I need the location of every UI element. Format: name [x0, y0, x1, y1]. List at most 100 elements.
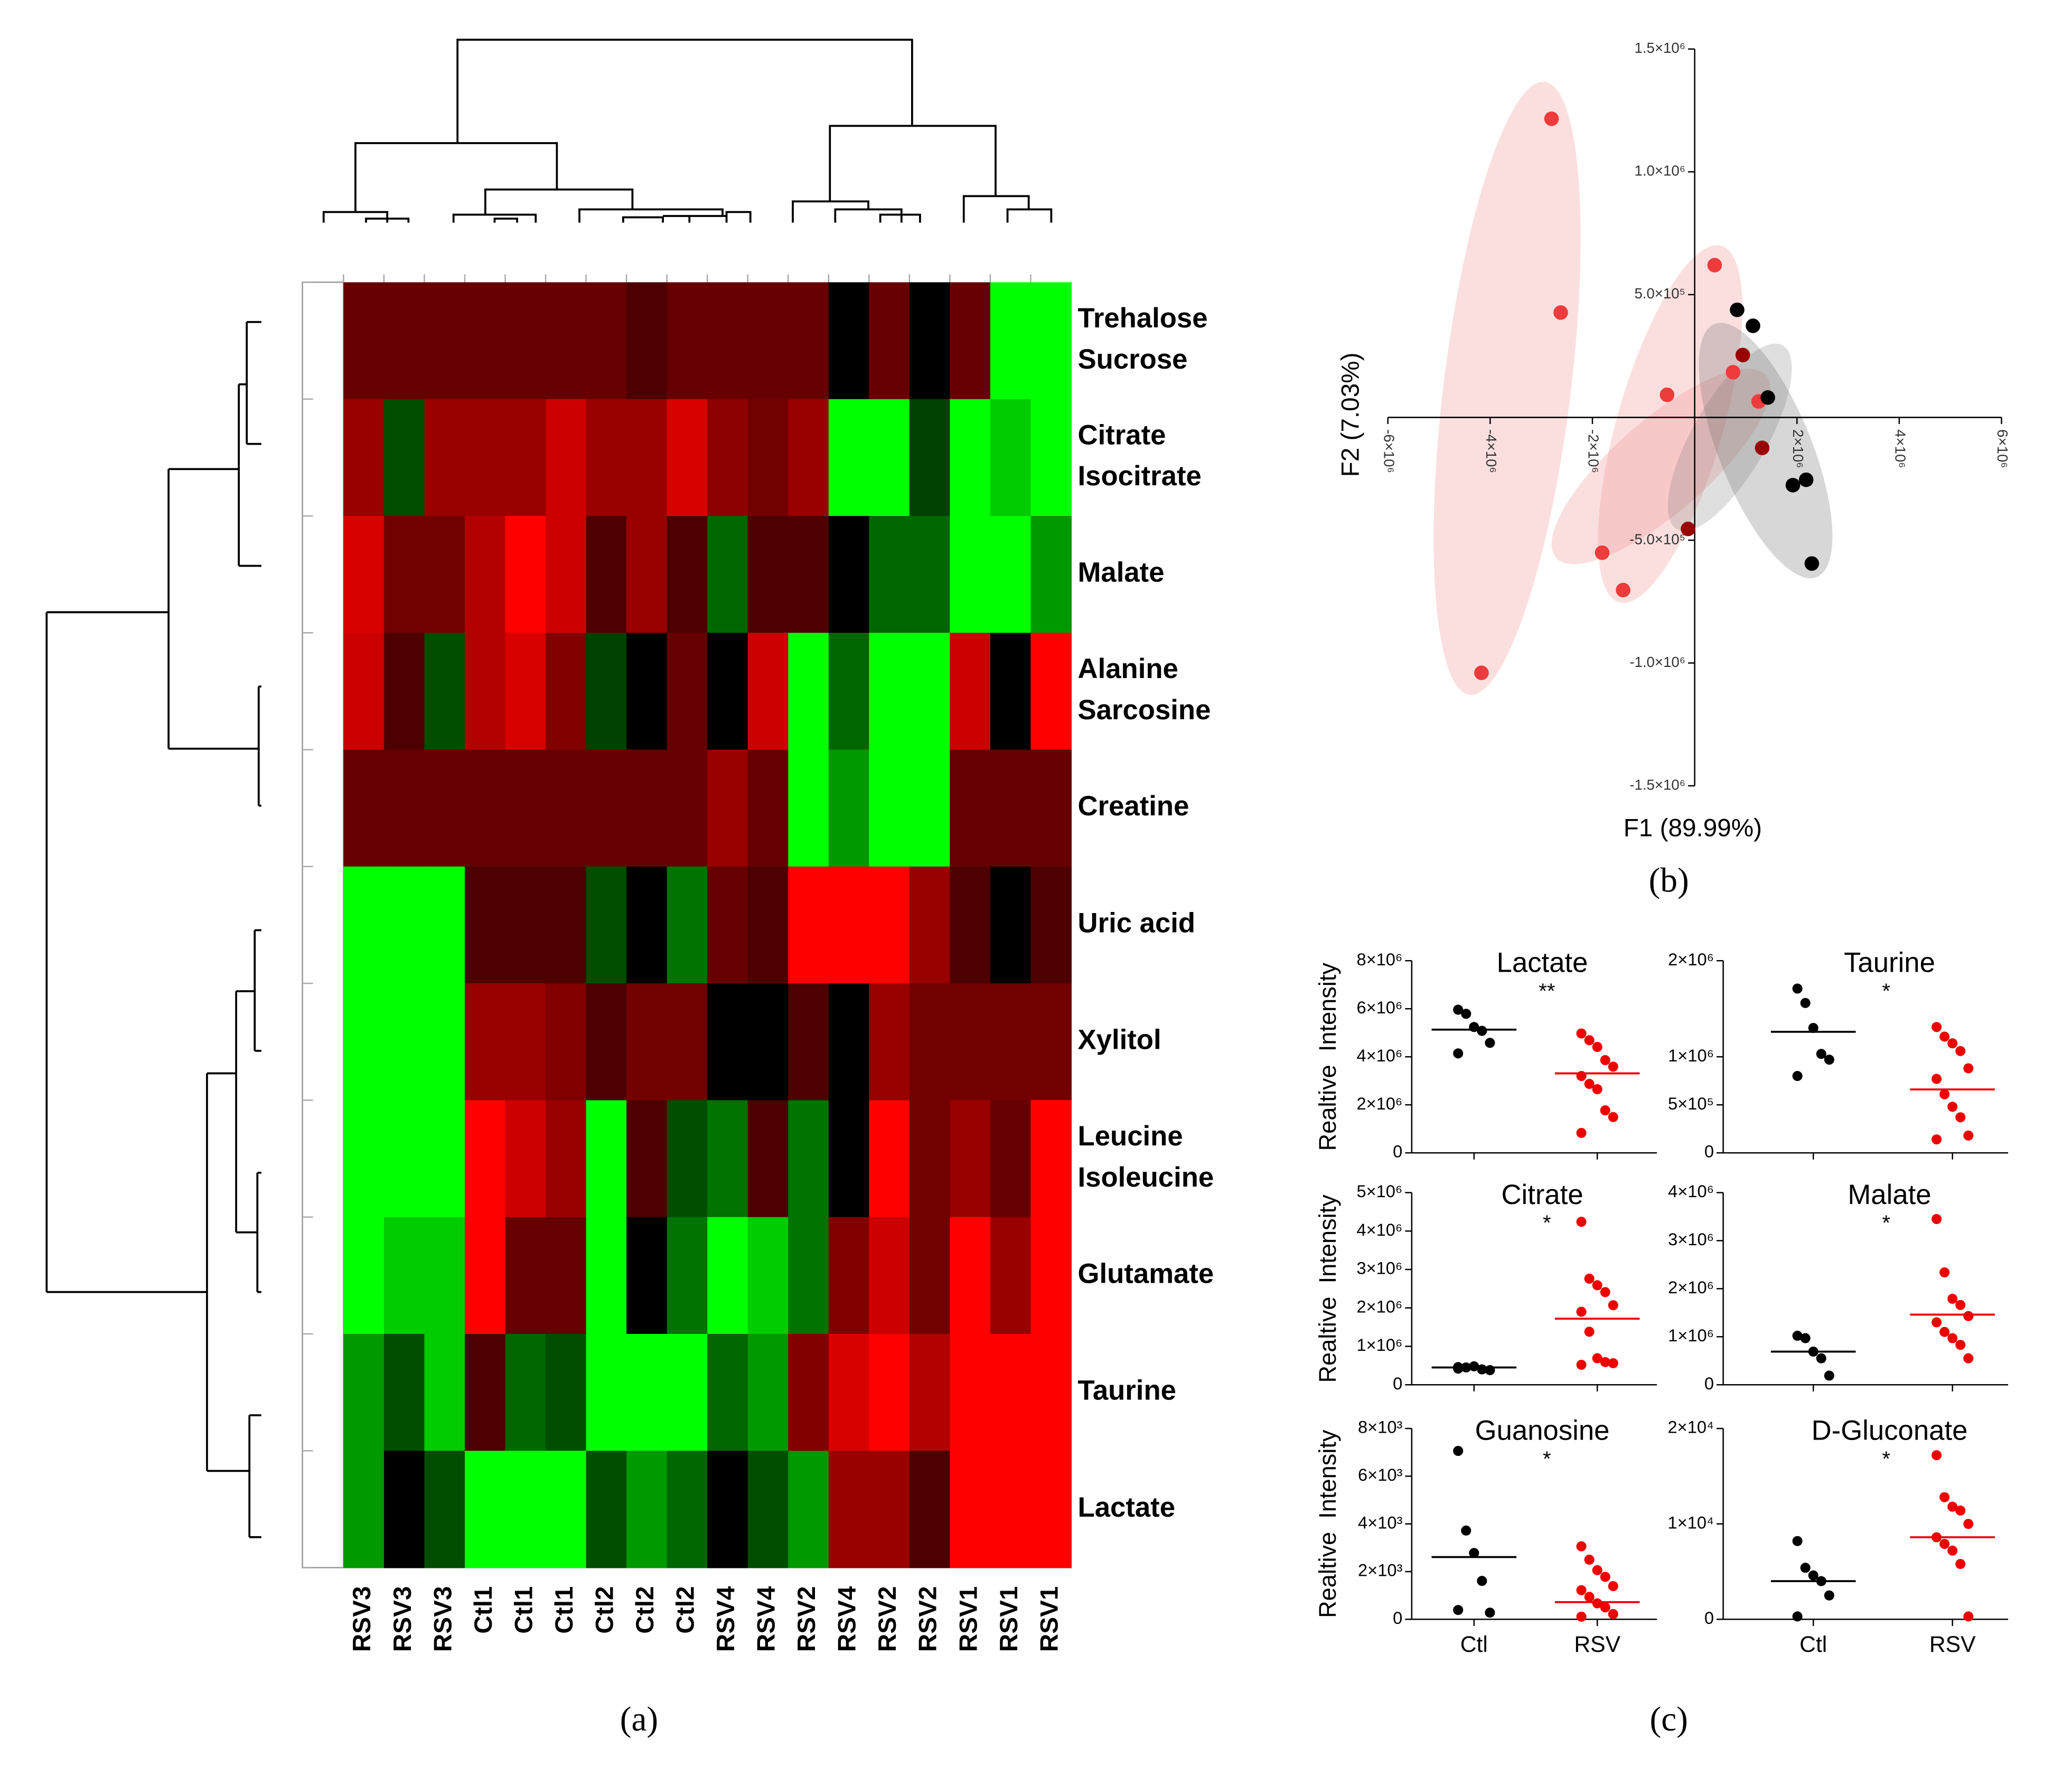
point	[1474, 665, 1489, 680]
heatmap-cell	[546, 282, 587, 400]
heatmap-cell	[505, 633, 547, 750]
y-tick-label: 0	[1393, 1374, 1402, 1393]
point	[1746, 318, 1760, 333]
heatmap-cell	[707, 633, 748, 750]
heatmap-cell	[828, 866, 870, 984]
heatmap-cell	[464, 749, 506, 867]
point	[1963, 1063, 1974, 1074]
row-dendrogram	[45, 321, 261, 1538]
x-tick-label: 6×10⁶	[1994, 429, 2011, 468]
point	[1592, 1353, 1602, 1364]
row-label: Malate	[1078, 557, 1165, 588]
heatmap-cell	[788, 1451, 829, 1568]
point	[1469, 1548, 1479, 1558]
heatmap-cell	[1030, 983, 1072, 1101]
heatmap-cell	[667, 1100, 708, 1218]
heatmap-cell	[383, 866, 425, 984]
point	[1453, 1048, 1464, 1059]
heatmap-cell	[747, 399, 789, 517]
heatmap-cell	[464, 1333, 506, 1452]
point	[1576, 1359, 1587, 1370]
heatmap-cell	[383, 282, 425, 400]
point	[1600, 1357, 1610, 1367]
point	[1947, 1102, 1958, 1112]
heatmap-cell	[869, 282, 910, 400]
heatmap-cell	[586, 983, 627, 1101]
heatmap-cell	[828, 1333, 870, 1452]
y-tick-label: 2×10⁶	[1356, 1094, 1402, 1113]
heatmap-cell	[343, 399, 385, 517]
heatmap-cell	[464, 1100, 506, 1218]
heatmap-cell	[707, 749, 748, 867]
heatmap-cell	[586, 633, 627, 750]
heatmap-cell	[505, 1333, 547, 1452]
heatmap-cell	[990, 1451, 1032, 1568]
heatmap-cell	[626, 1451, 668, 1568]
panel-title: Malate	[1848, 1179, 1931, 1210]
point	[1963, 1611, 1974, 1622]
row-label: Uric acid	[1078, 907, 1196, 938]
point	[1592, 1598, 1602, 1609]
row-label: Isoleucine	[1078, 1162, 1214, 1193]
point	[1939, 1539, 1950, 1549]
heatmap-cell	[343, 749, 385, 867]
heatmap-cell	[909, 516, 951, 634]
heatmap-cell	[383, 1100, 425, 1218]
heatmap-cell	[788, 749, 829, 867]
point	[1576, 1028, 1587, 1039]
point	[1477, 1364, 1487, 1375]
group-ellipse	[1667, 343, 1792, 531]
y-tick-label: -5.0×10⁵	[1629, 531, 1685, 547]
point	[1947, 1038, 1958, 1049]
row-label: Glutamate	[1078, 1258, 1214, 1289]
heatmap-cell	[343, 983, 385, 1101]
heatmap-cell	[950, 749, 991, 867]
heatmap-cell	[505, 399, 547, 517]
heatmap-cell	[667, 983, 708, 1101]
y-tick-label: 2×10⁴	[1668, 1417, 1714, 1437]
heatmap-cell	[828, 633, 870, 750]
column-label: RSV4	[753, 1586, 781, 1652]
heatmap-cell	[1030, 633, 1072, 750]
row-label: Alanine	[1078, 653, 1178, 684]
heatmap-cell	[586, 1217, 627, 1334]
point	[1947, 1333, 1958, 1343]
heatmap-cell	[667, 282, 708, 400]
row-label: Sarcosine	[1078, 694, 1211, 726]
column-label: RSV2	[914, 1586, 942, 1652]
heatmap-cell	[667, 633, 708, 750]
heatmap-cell	[464, 1217, 506, 1334]
panel-title: Lactate	[1497, 947, 1588, 979]
column-label: RSV1	[995, 1586, 1023, 1652]
heatmap-cell	[667, 749, 708, 867]
row-label: Creatine	[1078, 791, 1189, 822]
heatmap-cell	[950, 1100, 991, 1218]
point	[1485, 1365, 1495, 1376]
point	[1792, 1611, 1803, 1622]
y-tick-label: 5×10⁶	[1356, 1181, 1402, 1201]
point	[1955, 1505, 1966, 1516]
heatmap-cell	[869, 749, 910, 867]
heatmap-cell	[869, 1451, 910, 1568]
heatmap-cell	[747, 1100, 789, 1218]
y-tick-label: 8×10⁶	[1356, 949, 1402, 969]
point	[1576, 1127, 1587, 1138]
heatmap-cell	[586, 749, 627, 867]
heatmap-cell	[586, 516, 627, 634]
heatmap-cell	[546, 399, 587, 517]
heatmap-cell	[950, 516, 991, 634]
y-tick-label: 0	[1393, 1608, 1402, 1628]
y-tick-label: 6×10⁶	[1356, 998, 1402, 1017]
heatmap-cell	[546, 1100, 587, 1218]
y-tick-label: 1×10⁶	[1668, 1325, 1714, 1345]
heatmap-side-strip	[302, 281, 344, 1568]
point	[1939, 1492, 1950, 1502]
heatmap-cell	[828, 282, 870, 400]
heatmap-cell	[828, 516, 870, 634]
y-tick-label: 1.5×10⁶	[1635, 40, 1686, 56]
heatmap-cell	[424, 983, 465, 1101]
point	[1947, 1545, 1958, 1556]
point	[1469, 1022, 1479, 1032]
heatmap-cell	[464, 1451, 506, 1568]
y-tick-label: 3×10⁶	[1668, 1229, 1714, 1249]
